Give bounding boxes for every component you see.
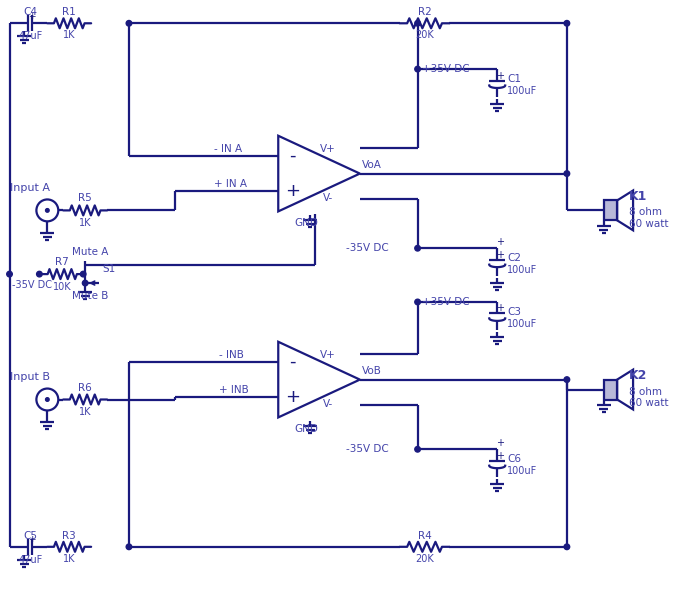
- Text: V+: V+: [320, 350, 336, 360]
- Bar: [604, 379, 617, 399]
- Circle shape: [415, 447, 420, 452]
- Text: VoB: VoB: [362, 366, 382, 376]
- Text: - IN A: - IN A: [214, 144, 242, 154]
- Text: 20K: 20K: [415, 30, 434, 40]
- Text: C4: C4: [24, 7, 37, 17]
- Text: Mute B: Mute B: [72, 291, 109, 301]
- Text: R3: R3: [62, 531, 76, 541]
- Text: +: +: [496, 250, 504, 260]
- Text: 1K: 1K: [79, 218, 92, 228]
- Text: C1: C1: [507, 74, 521, 84]
- Circle shape: [415, 299, 420, 305]
- Text: 100uF: 100uF: [507, 265, 537, 275]
- Circle shape: [415, 66, 420, 72]
- Circle shape: [564, 171, 570, 176]
- Text: 1K: 1K: [63, 30, 75, 40]
- Text: R1: R1: [62, 7, 76, 17]
- Bar: [604, 201, 617, 220]
- Text: R7: R7: [56, 257, 69, 267]
- Circle shape: [564, 377, 570, 382]
- Circle shape: [45, 209, 49, 212]
- Text: 8 ohm: 8 ohm: [629, 386, 661, 396]
- Text: +: +: [496, 438, 504, 448]
- Text: 20K: 20K: [415, 554, 434, 564]
- Text: 10K: 10K: [53, 282, 71, 292]
- Text: -: -: [289, 353, 295, 371]
- Text: S1: S1: [102, 264, 115, 274]
- Text: +35V DC: +35V DC: [422, 297, 469, 307]
- Circle shape: [37, 271, 42, 277]
- Text: V-: V-: [323, 194, 333, 204]
- Text: R5: R5: [78, 194, 92, 204]
- Text: 100uF: 100uF: [507, 86, 537, 96]
- Text: 8 ohm: 8 ohm: [629, 208, 661, 217]
- Text: C2: C2: [507, 253, 521, 263]
- Text: +: +: [28, 535, 35, 545]
- Text: -35V DC: -35V DC: [346, 444, 388, 454]
- Text: +: +: [496, 451, 504, 461]
- Text: +35V DC: +35V DC: [422, 64, 469, 74]
- Text: + IN A: + IN A: [214, 179, 246, 189]
- Text: Input B: Input B: [10, 372, 50, 382]
- Text: K2: K2: [629, 369, 647, 382]
- Text: +: +: [285, 388, 299, 406]
- Text: 47uF: 47uF: [18, 555, 43, 565]
- Text: 60 watt: 60 watt: [629, 219, 668, 230]
- Text: 1K: 1K: [79, 408, 92, 418]
- Text: V-: V-: [323, 399, 333, 409]
- Text: Mute A: Mute A: [72, 247, 109, 257]
- Text: +: +: [285, 182, 299, 200]
- Text: 60 watt: 60 watt: [629, 398, 668, 408]
- Circle shape: [45, 398, 49, 401]
- Circle shape: [126, 21, 132, 26]
- Text: K1: K1: [629, 190, 647, 203]
- Text: - INB: - INB: [219, 350, 243, 360]
- Text: C6: C6: [507, 454, 521, 464]
- Text: +: +: [28, 12, 35, 21]
- Circle shape: [7, 271, 12, 277]
- Text: 47uF: 47uF: [18, 31, 43, 41]
- Text: R6: R6: [78, 382, 92, 392]
- Circle shape: [80, 271, 86, 277]
- Text: 100uF: 100uF: [507, 466, 537, 476]
- Text: -35V DC: -35V DC: [12, 280, 52, 290]
- Text: -: -: [289, 147, 295, 165]
- Text: GND: GND: [294, 218, 318, 228]
- Text: 100uF: 100uF: [507, 319, 537, 329]
- Text: 1K: 1K: [63, 554, 75, 564]
- Text: C3: C3: [507, 307, 521, 317]
- Text: C5: C5: [24, 531, 37, 541]
- Text: + INB: + INB: [219, 385, 249, 395]
- Text: +: +: [496, 237, 504, 247]
- Text: Input A: Input A: [10, 182, 50, 192]
- Circle shape: [126, 544, 132, 550]
- Text: +: +: [496, 303, 504, 313]
- Text: VoA: VoA: [362, 160, 382, 169]
- Circle shape: [415, 245, 420, 251]
- Text: -35V DC: -35V DC: [346, 243, 388, 253]
- Circle shape: [82, 280, 88, 286]
- Circle shape: [564, 21, 570, 26]
- Circle shape: [564, 544, 570, 550]
- Circle shape: [415, 21, 420, 26]
- Text: +: +: [496, 71, 504, 81]
- Text: R4: R4: [418, 531, 431, 541]
- Text: R2: R2: [418, 7, 431, 17]
- Text: V+: V+: [320, 144, 336, 153]
- Text: GND: GND: [294, 424, 318, 434]
